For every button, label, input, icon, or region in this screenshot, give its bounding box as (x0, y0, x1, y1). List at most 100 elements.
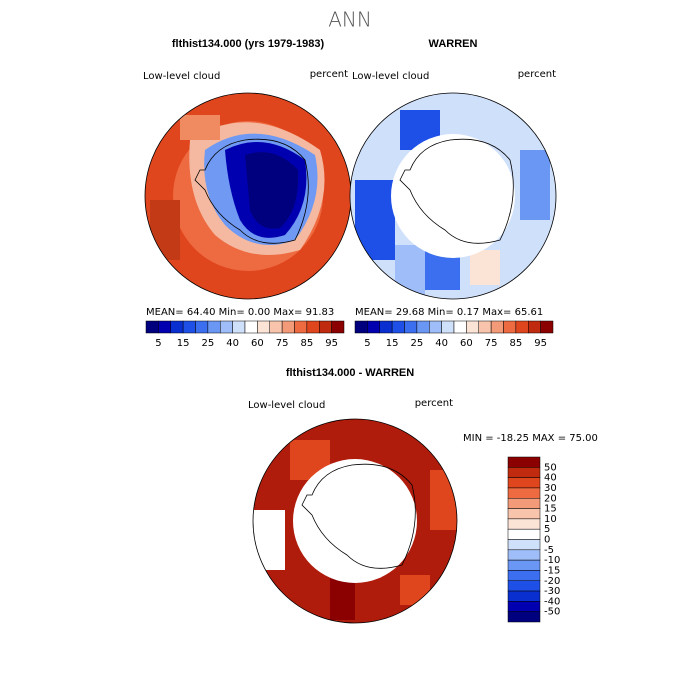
variable-label: Low-level cloud (143, 71, 220, 82)
coastline (399, 138, 514, 244)
units-label: percent (415, 398, 453, 409)
coastline (194, 138, 309, 244)
colorbar-box (429, 320, 442, 334)
panel-title: WARREN (429, 38, 478, 50)
colorbar-box (244, 320, 258, 334)
colorbar-label: 75 (276, 338, 289, 349)
panel-title: flthist134.000 - WARREN (286, 367, 414, 379)
units-label: percent (310, 69, 348, 80)
colorbar-label: -5 (544, 545, 554, 556)
colorbar-label: 85 (301, 338, 314, 349)
colorbar-box (294, 320, 308, 334)
colorbar-box (404, 320, 418, 334)
colorbar-label: 75 (485, 338, 498, 349)
colorbar-label: 60 (460, 338, 473, 349)
colorbar-box (158, 320, 171, 334)
colorbar-box (306, 320, 320, 334)
colorbar-label: 5 (155, 338, 161, 349)
colorbar-box (507, 467, 541, 478)
colorbar-label: 15 (386, 338, 399, 349)
colorbar-box (207, 320, 221, 334)
units-label: percent (518, 69, 556, 80)
stats: MEAN= 29.68 Min= 0.17 Max= 65.61 (355, 307, 543, 318)
colorbar-label: 40 (435, 338, 448, 349)
colorbar-box (466, 320, 479, 334)
colorbar-label: 95 (534, 338, 547, 349)
colorbar-box (490, 320, 504, 334)
colorbar-label: 25 (202, 338, 215, 349)
map-shape (150, 200, 180, 260)
colorbar-box (507, 528, 541, 540)
colorbar-box (507, 477, 541, 489)
map (350, 93, 556, 299)
colorbar-box (269, 320, 283, 334)
colorbar-label: -20 (544, 576, 560, 587)
coastline (301, 463, 416, 569)
colorbar-box (507, 611, 541, 623)
colorbar-box (453, 320, 467, 334)
colorbar-label: 95 (325, 338, 338, 349)
colorbar-box (195, 320, 209, 334)
colorbar-box (281, 320, 295, 334)
colorbar-label: 85 (510, 338, 523, 349)
colorbar-box (331, 320, 345, 334)
colorbar-label: 0 (544, 535, 550, 546)
map-border (349, 92, 557, 300)
map-shape (245, 152, 299, 229)
colorbar-label: -30 (544, 586, 560, 597)
colorbar: 5 15 25 40 60 75 85 95 (145, 320, 345, 349)
map-shape (395, 245, 425, 295)
colorbar-box (257, 320, 270, 334)
colorbar-box (319, 320, 332, 334)
stats: MIN = -18.25 MAX = 75.00 (463, 433, 598, 444)
colorbar-box (354, 320, 368, 334)
colorbar-box (507, 549, 541, 561)
map (145, 93, 351, 299)
colorbar-box (507, 601, 541, 612)
figure-title: ANN (328, 8, 372, 32)
colorbar-box (507, 508, 541, 520)
colorbar-box (145, 320, 159, 334)
colorbar-label: 30 (544, 483, 557, 494)
map-shape (470, 250, 500, 285)
colorbar-box (232, 320, 246, 334)
colorbar-box (507, 590, 541, 602)
colorbar-label: 5 (544, 524, 550, 535)
map-shape (520, 150, 550, 220)
colorbar-label: -40 (544, 596, 560, 607)
colorbar-box (503, 320, 517, 334)
colorbar-label: 60 (251, 338, 264, 349)
map-shape (355, 180, 395, 260)
colorbar-label: 50 (544, 462, 557, 473)
colorbar-label: 40 (544, 473, 557, 484)
colorbar-label: -15 (544, 565, 560, 576)
colorbar-box (441, 320, 455, 334)
variable-label: Low-level cloud (352, 71, 429, 82)
map-shape (430, 470, 457, 530)
colorbar-box (379, 320, 393, 334)
colorbar-box (220, 320, 233, 334)
colorbar-box (515, 320, 529, 334)
colorbar-label: 15 (544, 504, 557, 515)
colorbar: 5 15 25 40 60 75 85 95 (354, 320, 554, 349)
colorbar-box (507, 487, 541, 499)
colorbar-box (170, 320, 184, 334)
colorbar-box (507, 570, 541, 581)
colorbar-box (507, 539, 541, 551)
colorbar-label: 40 (226, 338, 239, 349)
map-shape (400, 575, 430, 605)
stats: MEAN= 64.40 Min= 0.00 Max= 91.83 (146, 307, 334, 318)
map-shape (253, 510, 285, 570)
colorbar-label: 25 (411, 338, 424, 349)
variable-label: Low-level cloud (248, 400, 325, 411)
colorbar-box (507, 498, 541, 509)
colorbar-label: 5 (364, 338, 370, 349)
colorbar-box (367, 320, 380, 334)
colorbar-box (182, 320, 196, 334)
colorbar-box (416, 320, 430, 334)
colorbar-box (391, 320, 405, 334)
colorbar-box (507, 518, 541, 530)
